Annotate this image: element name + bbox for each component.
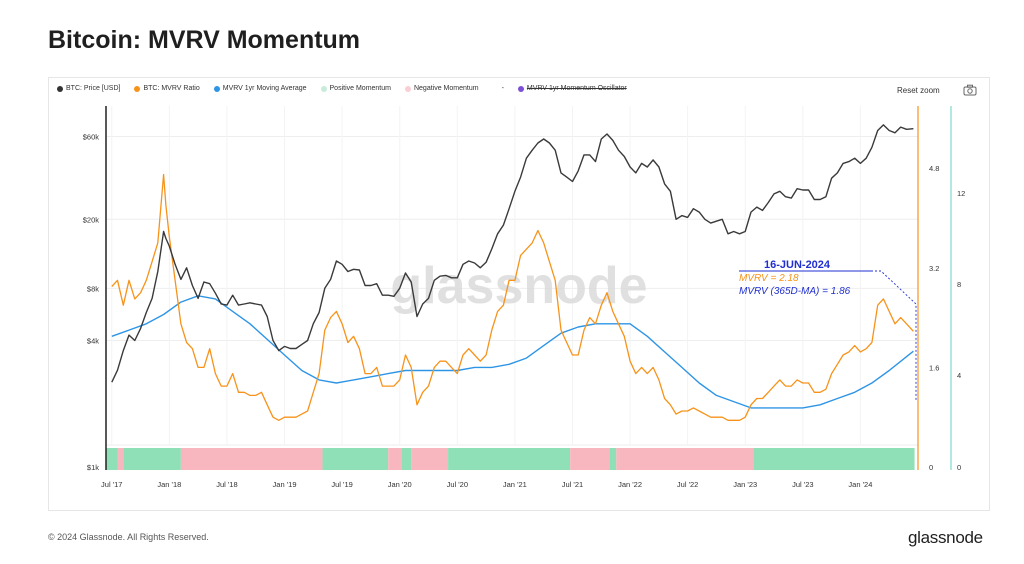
x-tick-label: Jan '24: [848, 480, 872, 489]
annotation-ma: MVRV (365D-MA) = 1.86: [739, 286, 851, 297]
legend-marker: [213, 85, 220, 92]
legend-label: BTC: Price [USD]: [66, 85, 121, 92]
legend-item[interactable]: BTC: Price [USD]: [57, 85, 120, 92]
x-tick-label: Jan '19: [273, 480, 297, 489]
x-tick-label: Jul '18: [216, 480, 237, 489]
legend-marker: [320, 85, 327, 92]
mvrv-tick-label: 4.8: [929, 164, 939, 173]
x-tick-label: Jan '18: [157, 480, 181, 489]
annotation-date: 16-JUN-2024: [764, 259, 831, 271]
momentum-band: [322, 448, 389, 470]
chart-legend: BTC: Price [USD] BTC: MVRV Ratio MVRV 1yr …: [57, 85, 627, 92]
legend-marker: [134, 85, 141, 92]
annotation-mvrv: MVRV = 2.18: [739, 273, 799, 284]
footer-copyright: © 2024 Glassnode. All Rights Reserved.: [48, 532, 209, 542]
legend-label: Positive Momentum: [329, 85, 391, 92]
mvrv-moving-average-line: [111, 295, 914, 409]
legend-marker: [404, 85, 411, 92]
x-tick-label: Jan '23: [733, 480, 757, 489]
oscillator-tick-label: 0: [957, 463, 961, 472]
price-tick-label: $4k: [87, 337, 99, 346]
legend-item[interactable]: BTC: MVRV Ratio: [134, 85, 200, 92]
camera-icon[interactable]: [963, 84, 977, 96]
mvrv-tick-label: 0: [929, 463, 933, 472]
price-tick-label: $8k: [87, 284, 99, 293]
legend-item[interactable]: MVRV 1yr Momentum Oscillator: [517, 85, 627, 92]
legend-item[interactable]: -: [492, 85, 504, 92]
momentum-band: [448, 448, 571, 470]
legend-label: MVRV 1yr Moving Average: [222, 85, 307, 92]
momentum-band: [616, 448, 754, 470]
annotation-callout: 16-JUN-2024 MVRV = 2.18 MVRV (365D-MA) = 1…: [739, 259, 917, 400]
glassnode-logo: glassnode: [908, 528, 983, 547]
x-tick-label: Jul '20: [447, 480, 468, 489]
x-tick-label: Jan '22: [618, 480, 642, 489]
momentum-band: [388, 448, 403, 470]
price-tick-label: $1k: [87, 463, 99, 472]
x-tick-label: Jul '21: [562, 480, 583, 489]
btc-price-line: [111, 124, 914, 383]
price-tick-label: $20k: [83, 215, 100, 224]
x-tick-label: Jul '17: [101, 480, 122, 489]
legend-label: BTC: MVRV Ratio: [143, 85, 200, 92]
reset-zoom-button[interactable]: Reset zoom: [897, 86, 940, 95]
momentum-band: [117, 448, 124, 470]
momentum-band: [106, 448, 118, 470]
x-tick-label: Jan '21: [503, 480, 527, 489]
legend-label: MVRV 1yr Momentum Oscillator: [526, 85, 627, 92]
mvrv-chart-plot: glassnode $1k $4k $8k $20k $60k 0 1.6 3.2 4.8 0 4 8 1…: [83, 106, 965, 489]
chart-card: BTC: Price [USD] BTC: MVRV Ratio MVRV 1yr …: [48, 77, 990, 511]
annotation-leader: [871, 270, 917, 400]
legend-label: Negative Momentum: [413, 85, 479, 92]
oscillator-tick-label: 8: [957, 280, 961, 289]
x-tick-label: Jul '22: [677, 480, 698, 489]
watermark: glassnode: [390, 257, 647, 315]
momentum-band: [123, 448, 181, 470]
oscillator-tick-label: 12: [957, 189, 965, 198]
momentum-band: [570, 448, 610, 470]
page-title: Bitcoin: MVRV Momentum: [48, 26, 361, 54]
momentum-band: [753, 448, 915, 470]
x-tick-label: Jan '20: [388, 480, 412, 489]
momentum-band: [609, 448, 617, 470]
legend-label: -: [501, 85, 504, 92]
legend-item[interactable]: MVRV 1yr Moving Average: [213, 85, 307, 92]
oscillator-tick-label: 4: [957, 371, 961, 380]
momentum-band: [411, 448, 449, 470]
momentum-band: [180, 448, 323, 470]
legend-item[interactable]: Positive Momentum: [320, 85, 391, 92]
x-tick-label: Jul '23: [792, 480, 813, 489]
mvrv-ratio-line: [111, 173, 914, 421]
legend-item[interactable]: Negative Momentum: [404, 85, 479, 92]
momentum-band: [402, 448, 412, 470]
legend-marker: [57, 85, 63, 92]
price-tick-label: $60k: [83, 132, 100, 141]
mvrv-tick-label: 3.2: [929, 264, 939, 273]
x-tick-label: Jul '19: [331, 480, 352, 489]
legend-marker: [517, 85, 524, 92]
legend-marker: [492, 85, 499, 92]
mvrv-tick-label: 1.6: [929, 363, 939, 372]
